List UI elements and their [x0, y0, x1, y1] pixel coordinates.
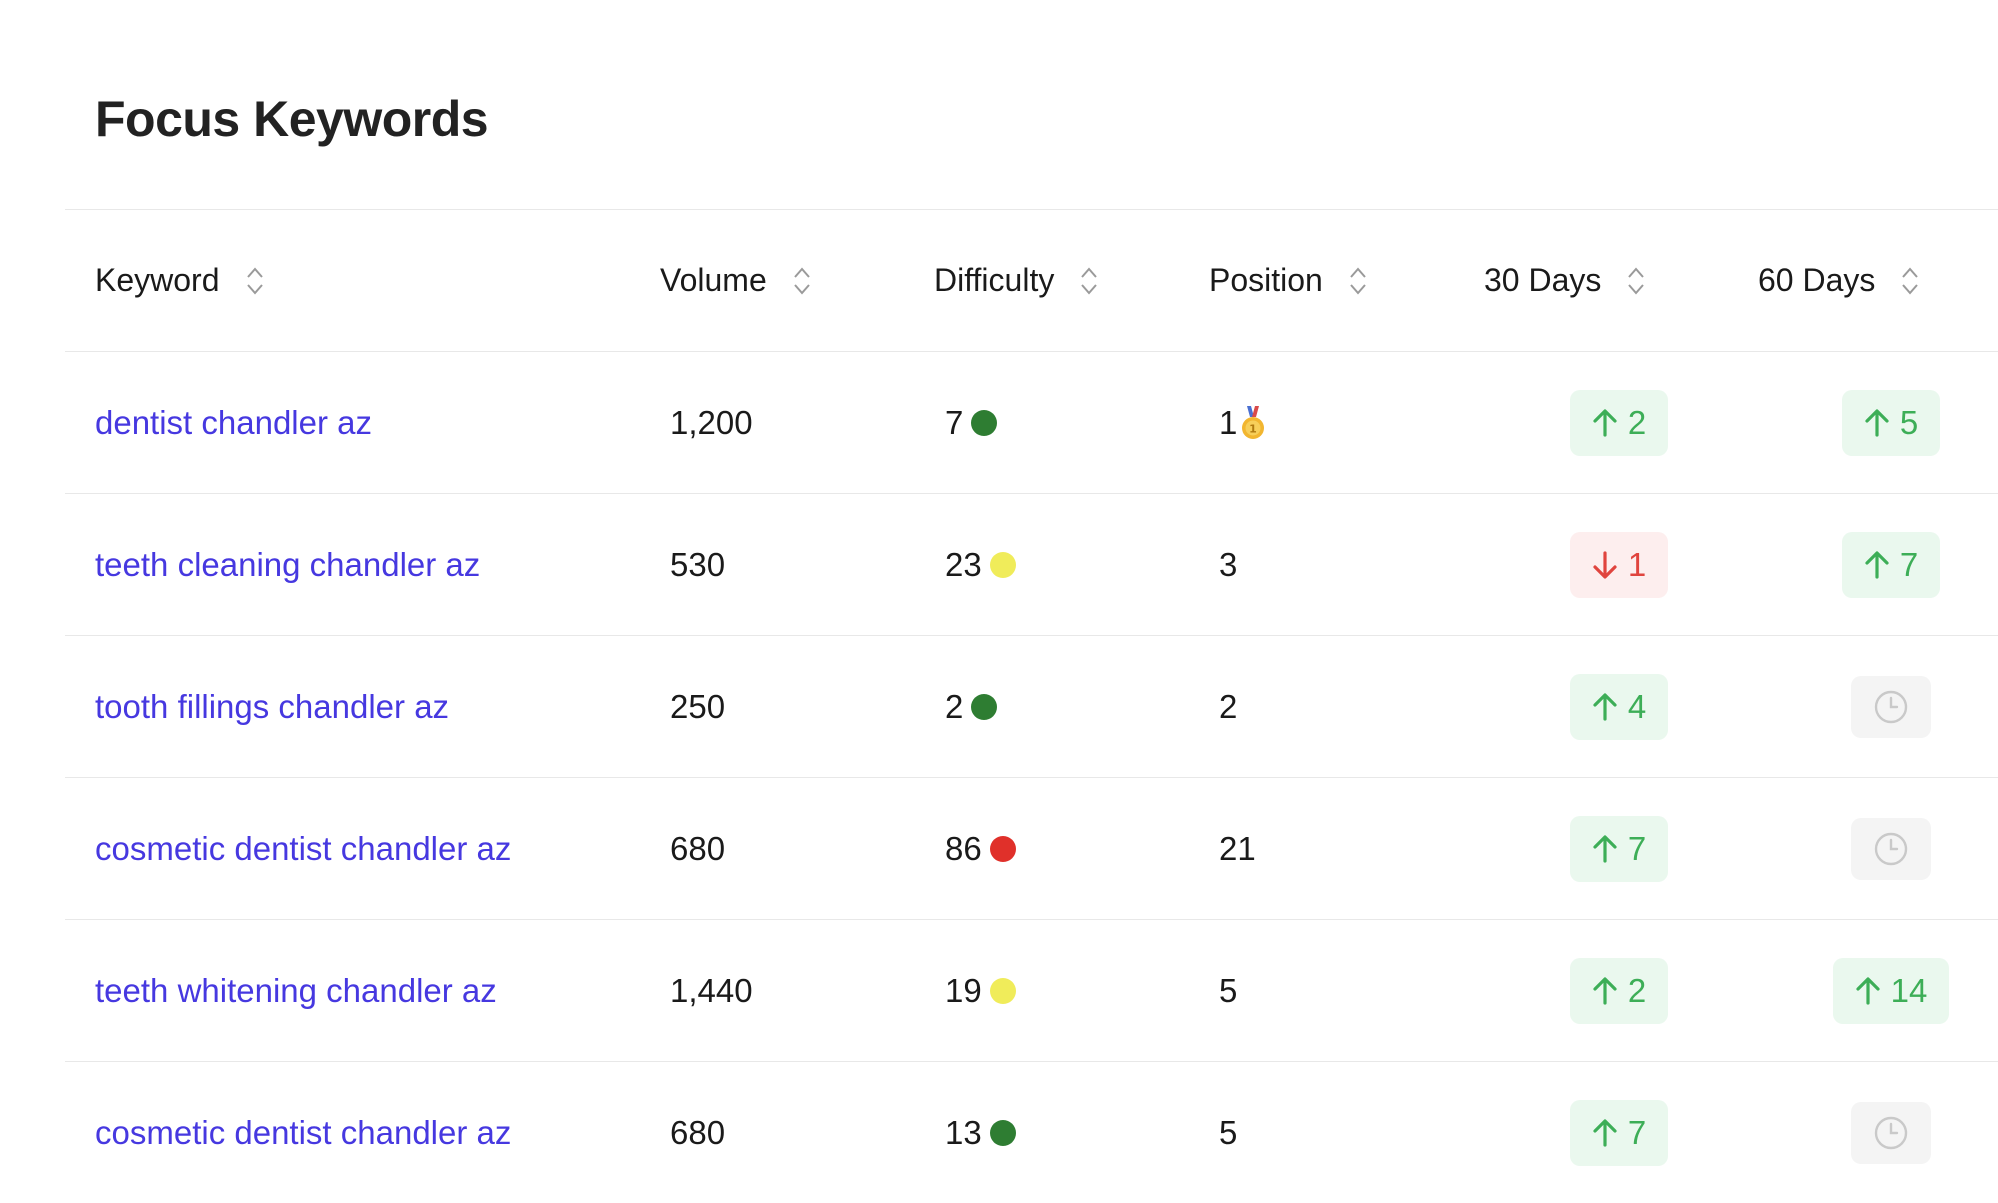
volume-value: 1,200 [670, 403, 753, 441]
trend-badge-up: 7 [1569, 1099, 1669, 1166]
volume-value: 680 [670, 1113, 726, 1151]
difficulty-indicator [971, 409, 998, 436]
difficulty-indicator [989, 551, 1016, 578]
column-header-label: Difficulty [934, 262, 1055, 298]
trend-badge-up: 4 [1569, 673, 1669, 740]
column-header-label: 60 Days [1758, 262, 1876, 298]
trend-value: 5 [1899, 403, 1919, 441]
column-header-difficulty[interactable]: Difficulty [934, 210, 1098, 351]
arrow-up-icon [1593, 1118, 1617, 1147]
table-row: dentist chandler az 1,200 7 1 1 2 5 [65, 351, 1998, 493]
column-header-label: Volume [660, 262, 767, 298]
position-value: 1 [1219, 403, 1238, 441]
arrow-up-icon [1593, 976, 1617, 1005]
table-row: cosmetic dentist chandler az 680 86 21 7 [65, 777, 1998, 919]
table-row: cosmetic dentist chandler az 680 13 5 7 [65, 1061, 1998, 1203]
clock-icon [1874, 832, 1908, 865]
arrow-up-icon [1593, 692, 1617, 721]
trend-value: 2 [1627, 403, 1647, 441]
difficulty-value: 13 [945, 1113, 982, 1151]
position-value: 5 [1219, 971, 1238, 1009]
column-header-label: 30 Days [1484, 262, 1602, 298]
trend-badge-up: 14 [1832, 957, 1950, 1024]
arrow-up-icon [1865, 408, 1889, 437]
volume-value: 680 [670, 829, 726, 867]
page-title: Focus Keywords [95, 91, 489, 147]
trend-value: 7 [1627, 829, 1647, 867]
trend-value: 7 [1899, 545, 1919, 583]
difficulty-value: 23 [945, 545, 982, 583]
trend-value: 7 [1627, 1113, 1647, 1151]
arrow-down-icon [1593, 550, 1617, 579]
difficulty-indicator [989, 835, 1016, 862]
keywords-table: Keyword Volume Difficulty Position 30 Da… [65, 209, 1998, 1203]
trend-value: 4 [1627, 687, 1647, 725]
position-value: 2 [1219, 687, 1238, 725]
difficulty-indicator [989, 977, 1016, 1004]
column-header-label: Keyword [95, 262, 220, 298]
clock-icon [1874, 1116, 1908, 1149]
arrow-up-icon [1865, 550, 1889, 579]
medal-icon: 1 [1242, 405, 1265, 439]
trend-badge-down: 1 [1569, 531, 1669, 598]
difficulty-value: 86 [945, 829, 982, 867]
trend-value: 1 [1627, 545, 1647, 583]
volume-value: 250 [670, 687, 726, 725]
table-row: teeth whitening chandler az 1,440 19 5 2 14 [65, 919, 1998, 1061]
arrow-up-icon [1856, 976, 1880, 1005]
difficulty-value: 7 [945, 403, 964, 441]
trend-badge-up: 5 [1841, 389, 1941, 456]
volume-value: 530 [670, 545, 726, 583]
column-header-volume[interactable]: Volume [660, 210, 811, 351]
svg-text:1: 1 [1250, 422, 1258, 435]
position-value: 3 [1219, 545, 1238, 583]
arrow-up-icon [1593, 834, 1617, 863]
table-row: teeth cleaning chandler az 530 23 3 1 7 [65, 493, 1998, 635]
sort-icon[interactable] [1080, 266, 1098, 296]
position-value: 5 [1219, 1113, 1238, 1151]
keyword-link[interactable]: teeth cleaning chandler az [95, 545, 481, 583]
column-header-label: Position [1209, 262, 1323, 298]
keyword-link[interactable]: cosmetic dentist chandler az [95, 1113, 512, 1151]
trend-badge-up: 7 [1569, 815, 1669, 882]
volume-value: 1,440 [670, 971, 753, 1009]
sort-icon[interactable] [1901, 266, 1919, 296]
difficulty-indicator [989, 1119, 1016, 1146]
column-header-60-days[interactable]: 60 Days [1758, 210, 1919, 351]
keyword-link[interactable]: dentist chandler az [95, 403, 373, 441]
sort-icon[interactable] [1627, 266, 1645, 296]
column-header-position[interactable]: Position [1209, 210, 1367, 351]
keyword-link[interactable]: cosmetic dentist chandler az [95, 829, 512, 867]
keyword-link[interactable]: tooth fillings chandler az [95, 687, 450, 725]
trend-badge-up: 2 [1569, 957, 1669, 1024]
trend-value: 2 [1627, 971, 1647, 1009]
keyword-link[interactable]: teeth whitening chandler az [95, 971, 497, 1009]
table-row: tooth fillings chandler az 250 2 2 4 [65, 635, 1998, 777]
column-header-30-days[interactable]: 30 Days [1484, 210, 1645, 351]
trend-badge-up: 7 [1841, 531, 1941, 598]
difficulty-value: 2 [945, 687, 964, 725]
pending-badge [1851, 1101, 1931, 1164]
difficulty-indicator [971, 693, 998, 720]
position-value: 21 [1219, 829, 1256, 867]
sort-icon[interactable] [1349, 266, 1367, 296]
pending-badge [1851, 675, 1931, 738]
table-header: Keyword Volume Difficulty Position 30 Da… [65, 209, 1998, 351]
arrow-up-icon [1593, 408, 1617, 437]
sort-icon[interactable] [793, 266, 811, 296]
pending-badge [1851, 817, 1931, 880]
trend-badge-up: 2 [1569, 389, 1669, 456]
sort-icon[interactable] [246, 266, 264, 296]
trend-value: 14 [1890, 971, 1928, 1009]
clock-icon [1874, 690, 1908, 723]
column-header-keyword[interactable]: Keyword [95, 210, 264, 351]
difficulty-value: 19 [945, 971, 982, 1009]
table-body: dentist chandler az 1,200 7 1 1 2 5 teeth clean… [65, 351, 1998, 1203]
